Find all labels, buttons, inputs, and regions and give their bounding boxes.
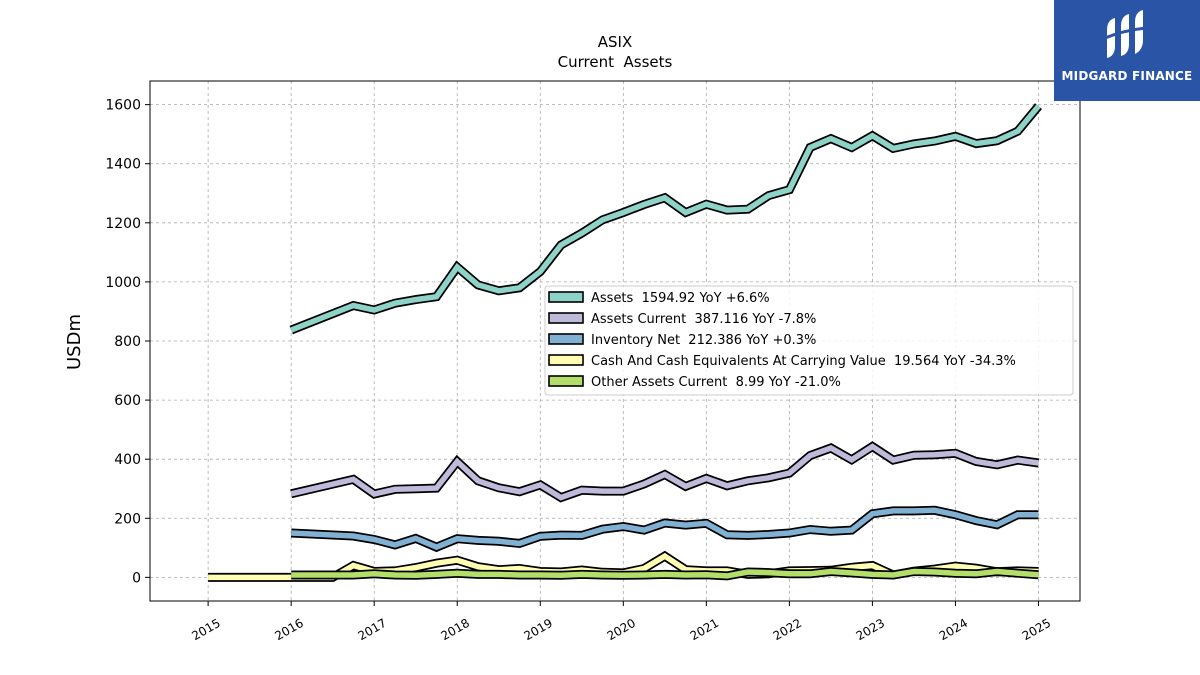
series-lines <box>208 103 1042 582</box>
x-tick-label: 2016 <box>272 616 305 643</box>
legend-swatch <box>548 354 584 366</box>
legend-swatch <box>548 375 584 387</box>
legend-item: Inventory Net 212.386 YoY +0.3% <box>591 333 816 348</box>
series-line-4 <box>291 566 1039 581</box>
series-line-1 <box>290 441 1040 503</box>
series-line-2 <box>290 505 1039 553</box>
logo-text: MIDGARD FINANCE <box>1061 69 1193 83</box>
x-tick-label: 2021 <box>688 616 721 643</box>
legend-box <box>544 285 1074 396</box>
x-tick-label: 2018 <box>439 616 472 643</box>
legend-swatch <box>548 333 584 345</box>
x-tick-label: 2017 <box>355 616 388 643</box>
y-tick-label: 600 <box>114 393 141 409</box>
legend-item: Other Assets Current 8.99 YoY -21.0% <box>591 375 841 390</box>
legend-item: Assets Current 387.116 YoY -7.8% <box>591 312 816 327</box>
chart-title: ASIX <box>598 33 632 51</box>
y-tick-label: 1600 <box>105 98 141 114</box>
x-tick-label: 2024 <box>937 616 970 643</box>
y-tick-label: 200 <box>114 511 141 527</box>
y-tick-label: 1200 <box>105 216 141 232</box>
legend-item: Cash And Cash Equivalents At Carrying Va… <box>591 354 1016 369</box>
y-tick-label: 1000 <box>105 275 141 291</box>
x-tick-label: 2020 <box>605 616 638 643</box>
legend-item: Assets 1594.92 YoY +6.6% <box>591 291 770 306</box>
chart-subtitle: Current Assets <box>558 53 673 71</box>
y-tick-label: 800 <box>114 334 141 350</box>
y-tick-label: 1400 <box>105 157 141 173</box>
series-line-0 <box>289 103 1042 335</box>
x-tick-label: 2022 <box>771 616 804 643</box>
legend: Assets 1594.92 YoY +6.6% Assets Current 3… <box>544 285 1074 396</box>
x-tick-label: 2023 <box>854 616 887 643</box>
x-tick-label: 2025 <box>1020 616 1053 643</box>
y-tick-label: 400 <box>114 452 141 468</box>
legend-swatch <box>548 291 584 303</box>
x-tick-label: 2015 <box>189 616 222 643</box>
midgard-logo-icon <box>1104 10 1148 58</box>
y-axis-label: USDm <box>64 314 85 370</box>
x-tick-label: 2019 <box>522 616 555 643</box>
midgard-finance-logo: MIDGARD FINANCE <box>1054 0 1200 101</box>
y-tick-label: 0 <box>132 570 141 586</box>
legend-swatch <box>548 312 584 324</box>
